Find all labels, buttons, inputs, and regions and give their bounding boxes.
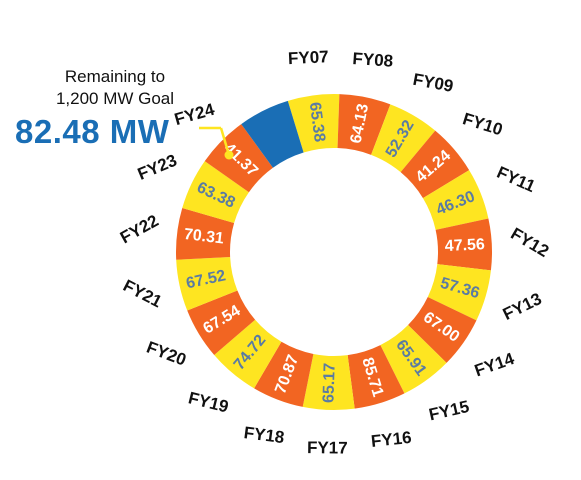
segment-fy13 <box>427 264 491 321</box>
donut-segments <box>175 94 492 411</box>
fy-label-fy10: FY10 <box>460 109 504 139</box>
segment-fy23 <box>182 161 249 224</box>
fy-label-fy13: FY13 <box>500 289 545 324</box>
fy-label-fy09: FY09 <box>411 70 454 96</box>
segment-fy22 <box>175 208 235 260</box>
segment-value-fy07: 65.38 <box>306 101 328 143</box>
fy-label-fy22: FY22 <box>117 211 162 247</box>
callout-dot <box>224 150 234 160</box>
segment-value-fy12: 47.56 <box>444 236 485 255</box>
callout-leader-vertical <box>219 127 231 156</box>
segment-fy24 <box>204 124 273 193</box>
segment-fy18 <box>254 341 314 407</box>
segment-fy12 <box>435 218 492 271</box>
segment-fy16 <box>347 345 405 409</box>
remaining-caption-line1: Remaining to <box>64 67 166 86</box>
segment-fy20 <box>187 290 256 355</box>
segment-fy09 <box>371 104 436 173</box>
remaining-value: 82.48 MW <box>15 113 170 150</box>
segment-value-fy22: 70.31 <box>183 226 225 248</box>
remaining-caption: Remaining to 1,200 MW Goal <box>20 66 210 110</box>
fy-label-fy20: FY20 <box>144 338 189 370</box>
segment-fy15 <box>380 324 447 394</box>
segment-fy11 <box>422 170 489 230</box>
segment-fy14 <box>408 296 477 363</box>
fy-label-fy21: FY21 <box>120 276 165 311</box>
fy-label-fy15: FY15 <box>427 397 471 424</box>
segment-fy07 <box>287 94 340 153</box>
segment-fy10 <box>400 130 470 199</box>
segment-fy19 <box>214 319 282 389</box>
fy-label-fy17: FY17 <box>307 438 348 457</box>
fy-label-fy11: FY11 <box>494 163 538 196</box>
fy-label-fy14: FY14 <box>472 349 517 380</box>
segment-fy17 <box>302 353 355 411</box>
remaining-caption-line2: 1,200 MW Goal <box>55 89 175 108</box>
fy-label-fy07: FY07 <box>288 47 329 68</box>
segment-value-fy17: 65.17 <box>320 363 338 404</box>
fy-label-fy18: FY18 <box>243 423 286 447</box>
segment-fy08 <box>337 94 391 155</box>
fy-label-fy16: FY16 <box>370 428 412 451</box>
remaining-segment <box>241 100 304 168</box>
fy-label-fy12: FY12 <box>507 224 552 261</box>
fy-label-fy08: FY08 <box>352 49 394 71</box>
remaining-callout <box>199 126 234 160</box>
fy-label-fy23: FY23 <box>135 151 180 184</box>
segment-fy21 <box>176 257 238 311</box>
fy-label-fy19: FY19 <box>186 388 230 416</box>
